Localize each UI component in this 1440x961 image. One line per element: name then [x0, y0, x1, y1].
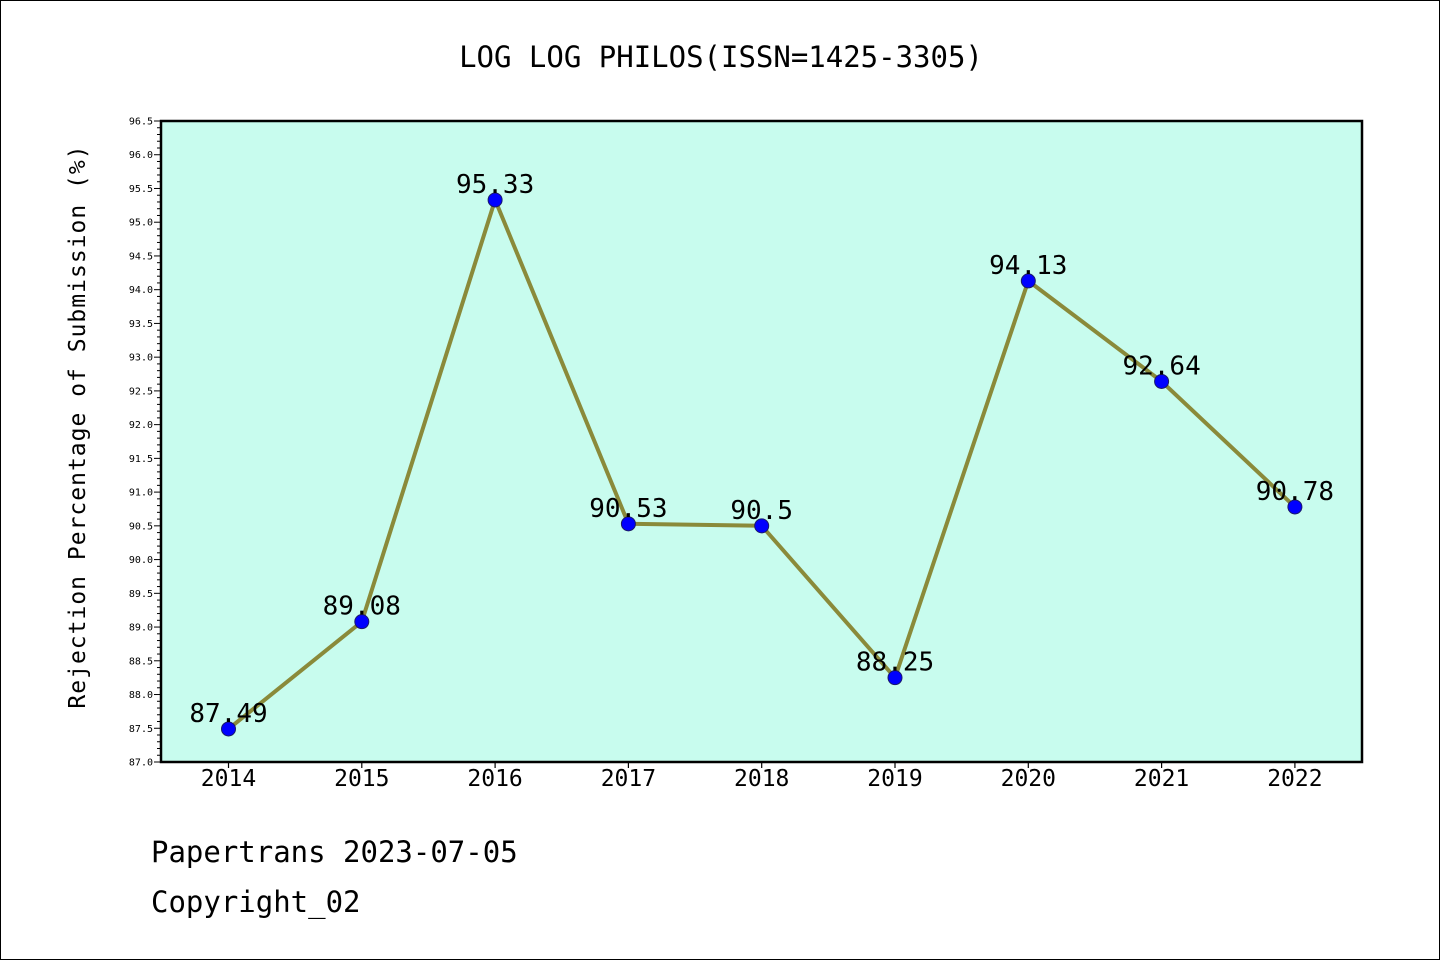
- data-label: 90.53: [589, 494, 667, 524]
- y-tick-label: 89.0: [129, 623, 153, 634]
- x-tick-label: 2017: [601, 766, 656, 792]
- y-tick-label: 91.5: [129, 454, 153, 465]
- data-label: 88.25: [856, 648, 934, 678]
- x-tick-label: 2022: [1267, 766, 1322, 792]
- x-tick-label: 2019: [867, 766, 922, 792]
- data-label: 87.49: [189, 699, 267, 729]
- y-tick-label: 88.0: [129, 690, 153, 701]
- data-label: 89.08: [323, 592, 401, 622]
- y-tick-label: 91.0: [129, 488, 153, 499]
- chart-title: LOG LOG PHILOS(ISSN=1425-3305): [459, 40, 983, 74]
- plot-frame: [159, 119, 1364, 764]
- y-tick-label: 87.5: [129, 724, 153, 735]
- data-label: 95.33: [456, 170, 534, 200]
- data-point: [1020, 273, 1036, 289]
- source-note: Papertrans 2023-07-05: [151, 835, 518, 869]
- y-tick-label: 90.5: [129, 521, 153, 532]
- y-tick-label: 92.0: [129, 420, 153, 431]
- y-tick-label: 94.0: [129, 285, 153, 296]
- data-point: [221, 721, 236, 737]
- y-tick-label: 95.5: [129, 184, 153, 195]
- data-point: [354, 614, 370, 630]
- y-tick-label: 92.5: [129, 386, 153, 397]
- y-tick-label: 94.5: [129, 251, 153, 262]
- data-label: 90.5: [730, 496, 793, 526]
- y-tick-label: 96.5: [129, 117, 153, 128]
- x-tick-label: 2014: [201, 766, 256, 792]
- x-tick-label: 2016: [467, 766, 522, 792]
- y-axis-label: Rejection Percentage of Submission (%): [65, 144, 91, 708]
- x-tick-label: 2021: [1134, 766, 1189, 792]
- data-point: [887, 670, 903, 686]
- x-tick-label: 2018: [734, 766, 789, 792]
- y-tick-label: 93.5: [129, 319, 153, 330]
- y-tick-label: 90.0: [129, 555, 153, 566]
- y-tick-label: 89.5: [129, 589, 153, 600]
- data-label: 94.13: [989, 251, 1067, 281]
- y-tick-label: 87.0: [129, 758, 153, 769]
- data-label: 90.78: [1256, 477, 1334, 507]
- data-point: [487, 192, 503, 208]
- data-point: [620, 516, 636, 532]
- y-tick-label: 93.0: [129, 353, 153, 364]
- plot-area: [161, 121, 1362, 762]
- copyright-note: Copyright_02: [151, 885, 361, 919]
- x-tick-label: 2020: [1001, 766, 1056, 792]
- data-point: [1154, 373, 1170, 389]
- x-tick-label: 2015: [334, 766, 389, 792]
- y-tick-label: 88.5: [129, 656, 153, 667]
- data-label: 92.64: [1122, 351, 1200, 381]
- data-point: [754, 518, 770, 534]
- y-tick-label: 96.0: [129, 150, 153, 161]
- data-point: [1287, 499, 1303, 515]
- y-tick-label: 95.0: [129, 218, 153, 229]
